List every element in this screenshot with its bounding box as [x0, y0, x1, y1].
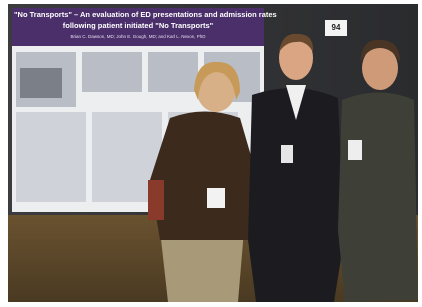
poster-photo: [20, 68, 62, 98]
booth-number: 94: [332, 23, 341, 32]
badge: [281, 145, 293, 163]
photo: "No Transports" – An evaluation of ED pr…: [0, 0, 422, 307]
badge: [207, 188, 225, 208]
poster-title: "No Transports" – An evaluation of ED pr…: [14, 10, 277, 19]
suit: [248, 88, 344, 302]
page: "No Transports" – An evaluation of ED pr…: [0, 0, 422, 307]
poster-authors: Brian C. Dawson, MD; John E. Gough, MD; …: [70, 34, 206, 39]
poster-title: following patient initiated "No Transpor…: [63, 21, 214, 30]
jacket: [338, 93, 418, 303]
trousers: [160, 230, 244, 302]
sweater: [150, 112, 258, 241]
badge: [348, 140, 362, 160]
bag: [148, 180, 164, 220]
text-block: [82, 52, 142, 92]
text-block: [148, 52, 198, 92]
table: [16, 112, 86, 202]
